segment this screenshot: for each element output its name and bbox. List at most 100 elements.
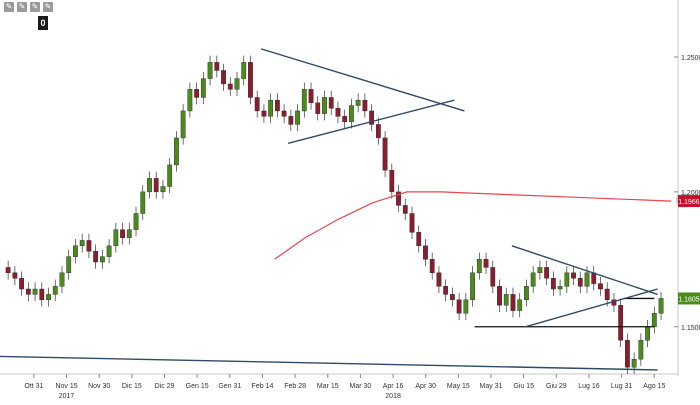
candle-body: [59, 272, 65, 287]
x-tick-label: Dic 29: [155, 383, 175, 390]
candle-body: [288, 116, 294, 125]
candle-body: [625, 340, 630, 368]
candle-body: [443, 286, 449, 295]
candle-body: [261, 110, 267, 117]
candle-body: [12, 272, 18, 279]
candle-body: [429, 259, 435, 274]
candle-body: [456, 299, 462, 314]
candle-body: [584, 272, 590, 287]
candle-body: [577, 278, 583, 287]
candle-body: [207, 62, 213, 79]
candle-body: [658, 298, 664, 314]
trendline: [511, 245, 658, 296]
candle-body: [73, 245, 78, 257]
candle-body: [342, 116, 348, 122]
year-label: 2017: [59, 393, 75, 400]
x-tick-label: Giu 15: [513, 383, 534, 390]
candle-body: [5, 267, 11, 274]
x-tick-label: Dic 15: [122, 383, 142, 390]
price-marker-label: 1.1605: [678, 296, 700, 303]
y-tick-label: 1.2000: [681, 190, 700, 197]
candle-body: [490, 267, 496, 287]
candle-body: [349, 105, 354, 122]
candle-body: [79, 240, 85, 247]
candle-body: [618, 305, 624, 341]
drawing-toolbar: ✎ ✎ ✎ ✎: [4, 2, 53, 12]
trendline: [0, 355, 658, 371]
y-tick-label: 1.1500: [681, 325, 700, 332]
candle-body: [200, 78, 206, 98]
x-tick-label: Apr 30: [415, 383, 436, 390]
x-tick-label: Lug 16: [578, 383, 600, 390]
x-tick-label: Feb 28: [284, 383, 306, 390]
candle-body: [147, 178, 152, 193]
price-marker: [678, 195, 700, 208]
candle-body: [93, 251, 99, 263]
candle-body: [133, 213, 139, 230]
counter-badge: 0: [38, 16, 48, 30]
candle-body: [382, 137, 388, 171]
candle-body: [322, 97, 327, 114]
candle-body: [335, 108, 341, 117]
candle-body: [651, 313, 657, 327]
candle-body: [180, 110, 186, 139]
candle-body: [86, 240, 92, 252]
candle-body: [423, 245, 428, 260]
candle-body: [550, 278, 556, 290]
candle-body: [604, 288, 610, 301]
candle-body: [160, 186, 166, 193]
price-marker: [678, 292, 700, 305]
candle-body: [254, 97, 260, 112]
x-tick-label: Ott 31: [24, 383, 43, 390]
x-tick-label: May 31: [480, 383, 503, 390]
candle-body: [328, 97, 334, 109]
x-tick-label: Apr 16: [383, 383, 404, 390]
candle-body: [355, 99, 361, 106]
candle-body: [32, 288, 38, 295]
candle-body: [470, 272, 475, 301]
candle-body: [375, 124, 381, 139]
candle-body: [476, 259, 482, 274]
candle-body: [19, 278, 24, 290]
candle-body: [126, 229, 132, 238]
pencil-icon[interactable]: ✎: [43, 2, 53, 12]
candle-body: [409, 213, 415, 233]
x-tick-label: May 15: [447, 383, 470, 390]
pencil-icon[interactable]: ✎: [30, 2, 40, 12]
candle-body: [402, 205, 408, 214]
candle-body: [39, 288, 45, 301]
candle-body: [99, 256, 105, 263]
x-tick-label: Gen 31: [218, 383, 241, 390]
candle-body: [268, 99, 274, 117]
x-tick-label: Nov 30: [88, 383, 110, 390]
year-label: 2018: [385, 393, 401, 400]
candle-body: [638, 340, 644, 360]
candle-body: [645, 326, 650, 341]
candle-body: [301, 89, 307, 112]
candle-body: [557, 286, 563, 290]
candle-body: [106, 245, 112, 257]
candle-body: [591, 272, 597, 284]
x-tick-label: Lug 31: [611, 383, 633, 390]
moving-average-line: [274, 191, 672, 260]
candle-body: [631, 358, 637, 368]
x-tick-label: Mar 15: [317, 383, 339, 390]
candle-body: [416, 232, 422, 247]
candle-body: [598, 283, 603, 290]
pencil-icon[interactable]: ✎: [4, 2, 14, 12]
candle-body: [497, 286, 502, 306]
candle-body: [483, 259, 489, 268]
candle-body: [503, 294, 509, 306]
candle-body: [362, 99, 368, 112]
candle-body: [248, 62, 253, 98]
candle-body: [295, 110, 300, 125]
candle-body: [369, 110, 375, 125]
candle-body: [52, 286, 58, 295]
candle-body: [214, 62, 220, 71]
pencil-icon[interactable]: ✎: [17, 2, 27, 12]
candle-body: [530, 272, 536, 287]
price-marker-label: 1.1966: [678, 199, 700, 206]
trendline: [260, 48, 465, 112]
